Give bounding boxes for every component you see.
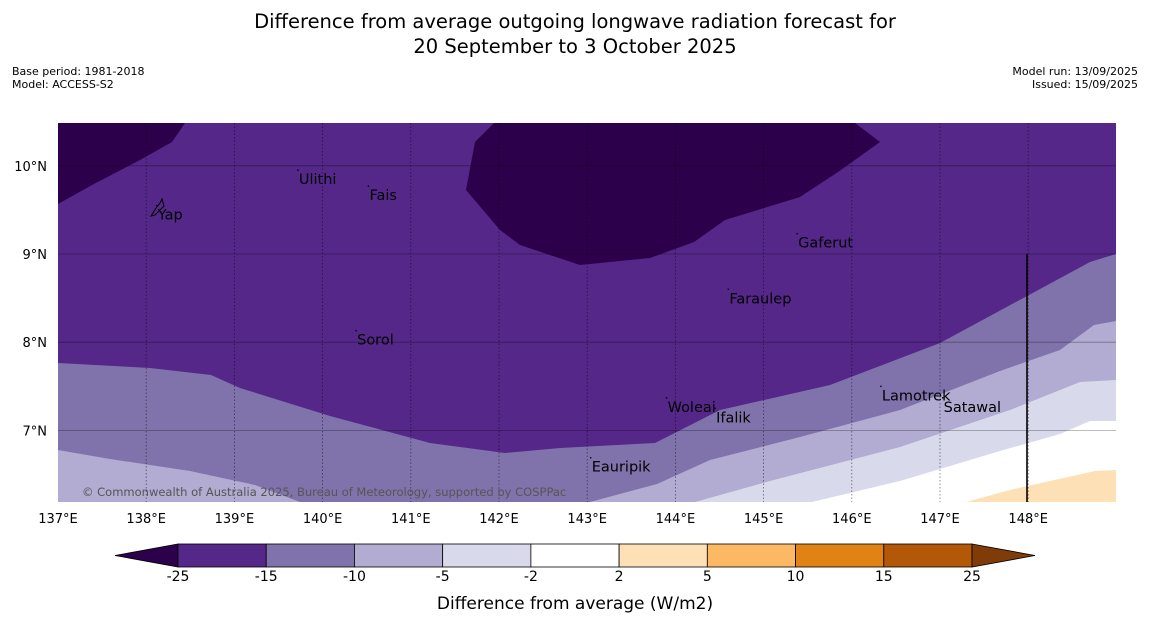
longitude-tick-labels: 137°E 138°E 139°E 140°E 141°E 142°E 143°E 144°E… (38, 512, 1048, 527)
colorbar-tick-label: -10 (343, 569, 366, 585)
colorbar-swatch (177, 543, 267, 568)
place-marker (796, 232, 798, 235)
band-neg2-to-2 (812, 421, 1116, 502)
place-marker (714, 407, 716, 410)
place-label: Fais (369, 188, 396, 204)
yap-island-icon (149, 197, 165, 217)
place-marker (355, 329, 357, 332)
place-label: Woleai (668, 400, 716, 416)
colorbar-swatch (706, 543, 796, 568)
place-marker (941, 396, 944, 399)
place-marker (665, 396, 668, 399)
colorbar-swatch (530, 543, 620, 568)
colorbar-tick-label: 2 (614, 569, 624, 585)
colorbar-extend-low (114, 543, 179, 568)
model-text: Model: ACCESS-S2 (12, 78, 114, 91)
meta-left: Base period: 1981-2018 Model: ACCESS-S2 (12, 65, 144, 91)
lon-tick-label: 145°E (744, 512, 784, 527)
band-below-neg25-north (466, 123, 880, 265)
place-marker (297, 169, 299, 172)
colorbar-swatch (883, 543, 973, 568)
base-period-text: Base period: 1981-2018 (12, 65, 145, 78)
latitude-tick-labels: 7°N 8°N 9°N 10°N (14, 160, 47, 440)
lon-tick-label: 138°E (126, 512, 166, 527)
lon-tick-label: 144°E (656, 512, 696, 527)
copyright-text: © Commonwealth of Australia 2025, Bureau… (82, 485, 566, 499)
colorbar-tick-label: 10 (786, 569, 805, 585)
place-label: Eauripik (592, 460, 651, 476)
lon-tick-label: 148°E (1008, 512, 1048, 527)
gridlines (58, 123, 1116, 502)
colorbar-swatch (265, 543, 355, 568)
colorbar-swatch (618, 543, 708, 568)
place-marker (589, 456, 592, 459)
lon-tick-label: 137°E (38, 512, 78, 527)
place-label: Yap (157, 207, 183, 223)
colorbar-tick-label: 25 (963, 569, 981, 585)
place-label: Lamotrek (882, 388, 951, 404)
contour-field (58, 123, 1116, 502)
place-marker (727, 288, 730, 291)
colorbar (114, 543, 1036, 568)
place-marker (367, 185, 370, 187)
place-label: Ulithi (299, 172, 337, 188)
place-marker (155, 204, 158, 207)
colorbar-tick-label: 15 (874, 569, 893, 585)
band-below-neg25-northwest (58, 123, 185, 204)
lat-tick-label: 8°N (23, 336, 48, 351)
lon-tick-label: 140°E (303, 512, 343, 527)
lat-tick-label: 9°N (23, 248, 48, 263)
lat-tick-label: 10°N (14, 160, 47, 175)
colorbar-extend-high (971, 543, 1036, 568)
lat-tick-label: 7°N (23, 424, 48, 439)
issued-text: Issued: 15/09/2025 (1031, 78, 1138, 91)
place-label: Faraulep (729, 291, 791, 307)
colorbar-tick-label: -2 (523, 569, 538, 585)
place-label: Ifalik (716, 410, 751, 426)
lon-tick-label: 143°E (567, 512, 607, 527)
place-label: Gaferut (798, 236, 853, 252)
lon-tick-label: 139°E (215, 512, 255, 527)
lon-tick-label: 142°E (479, 512, 519, 527)
place-marker (880, 385, 882, 388)
band-2-to-5 (966, 470, 1116, 502)
place-label: Satawal (944, 400, 1001, 416)
meta-right: Model run: 13/09/2025 Issued: 15/09/2025 (1012, 65, 1138, 91)
chart-title-line-2: 20 September to 3 October 2025 (413, 35, 737, 58)
colorbar-swatch (795, 543, 885, 568)
colorbar-tick-label: -25 (166, 569, 190, 585)
lon-tick-label: 147°E (920, 512, 960, 527)
colorbar-swatch (354, 543, 444, 568)
lon-tick-label: 141°E (391, 512, 431, 527)
colorbar-swatch (442, 543, 532, 568)
colorbar-tick-label: -15 (254, 569, 278, 585)
chart-title-line-1: Difference from average outgoing longwav… (254, 10, 896, 33)
place-labels: Ulithi Yap Fais Gaferut Faraulep Sorol WoleaiI… (155, 169, 1001, 476)
colorbar-tick-label: -5 (435, 569, 450, 585)
lon-tick-label: 146°E (832, 512, 872, 527)
place-label: Sorol (357, 333, 394, 349)
colorbar-tick-label: 5 (702, 569, 712, 585)
model-run-text: Model run: 13/09/2025 (1012, 65, 1138, 78)
colorbar-label: Difference from average (W/m2) (436, 594, 714, 614)
